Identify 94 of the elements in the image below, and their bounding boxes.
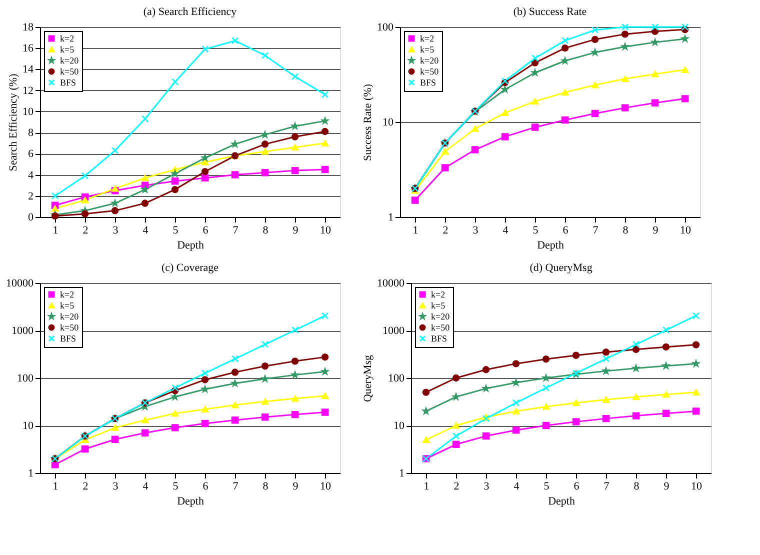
legend-label: k=5	[60, 300, 75, 310]
x-tick-label: 2	[82, 224, 88, 236]
y-tick-label: 4	[28, 169, 34, 182]
x-tick-label: 5	[172, 480, 179, 492]
x-tick-label: 3	[112, 480, 119, 492]
x-tick-label: 9	[652, 224, 659, 236]
legend-label: k=50	[60, 66, 80, 76]
x-tick-label: 3	[472, 224, 479, 236]
x-tick-label: 4	[142, 480, 149, 492]
y-tick-label: 10	[382, 116, 394, 128]
legend-label: k=2	[431, 290, 446, 300]
legend-label: k=2	[60, 290, 74, 300]
x-tick-label: 9	[292, 224, 299, 236]
x-tick-label: 1	[52, 480, 58, 492]
x-tick-label: 8	[634, 480, 640, 492]
x-tick-label: 5	[544, 480, 550, 492]
x-tick-label: 8	[622, 224, 629, 236]
x-tick-label: 9	[664, 480, 670, 492]
legend-label: k=20	[420, 56, 440, 66]
y-tick-label: 10	[22, 420, 34, 432]
y-tick-label: 100	[388, 372, 405, 384]
x-tick-label: 2	[442, 224, 448, 236]
legend-label: BFS	[431, 334, 448, 344]
y-tick-label: 100	[17, 372, 34, 384]
x-tick-label: 4	[514, 480, 520, 492]
x-tick-label: 10	[320, 224, 332, 236]
y-tick-label: 6	[28, 148, 34, 160]
legend-label: BFS	[60, 334, 76, 344]
x-tick-label: 10	[320, 480, 332, 492]
legend-label: k=5	[431, 300, 446, 310]
y-tick-label: 10000	[377, 278, 405, 290]
x-tick-label: 6	[202, 224, 209, 236]
legend-label: k=50	[420, 66, 440, 76]
x-axis-title: Depth	[537, 240, 564, 252]
y-tick-label: 1000	[382, 325, 405, 337]
chart-title: (b) Success Rate	[513, 6, 587, 18]
x-tick-label: 5	[532, 224, 539, 236]
y-tick-label: 16	[22, 42, 34, 55]
y-tick-label: 12	[22, 84, 34, 97]
x-tick-label: 7	[232, 224, 239, 236]
x-tick-label: 2	[454, 480, 460, 492]
x-tick-label: 8	[262, 480, 269, 492]
y-tick-label: 1	[399, 468, 404, 480]
x-tick-label: 6	[562, 224, 569, 236]
legend-label: k=20	[431, 312, 450, 322]
x-tick-label: 7	[604, 480, 610, 492]
y-tick-label: 10	[394, 420, 405, 432]
legend-label: BFS	[60, 78, 76, 88]
legend-label: k=20	[60, 56, 80, 66]
legend-label: k=5	[420, 44, 435, 54]
legend-label: k=2	[420, 34, 434, 44]
x-tick-label: 4	[502, 224, 509, 236]
y-tick-label: 1000	[12, 325, 34, 337]
legend-label: k=50	[60, 322, 80, 332]
x-tick-label: 3	[112, 224, 119, 236]
legend-label: k=20	[60, 312, 80, 322]
y-axis-title: QueryMsg	[362, 354, 374, 402]
legend-label: BFS	[420, 78, 436, 88]
x-tick-label: 2	[82, 480, 88, 492]
x-tick-label: 1	[52, 224, 58, 236]
y-tick-label: 14	[22, 64, 34, 76]
x-tick-label: 10	[691, 480, 702, 492]
x-tick-label: 7	[592, 224, 599, 236]
y-axis-title: Search Efficiency (%)	[8, 73, 20, 172]
y-tick-label: 100	[377, 22, 394, 34]
x-tick-label: 1	[412, 224, 418, 236]
x-tick-label: 6	[202, 480, 209, 492]
legend-label: k=50	[431, 322, 450, 332]
y-tick-label: 0	[28, 212, 34, 224]
x-tick-label: 9	[292, 480, 299, 492]
x-tick-label: 10	[680, 224, 692, 236]
chart-title: (d) QueryMsg	[530, 262, 593, 274]
y-axis-title: Success Rate (%)	[362, 84, 374, 161]
x-tick-label: 5	[172, 224, 179, 236]
y-tick-label: 1	[388, 212, 394, 224]
chart-title: (a) Search Efficiency	[143, 6, 238, 18]
y-tick-label: 10000	[6, 278, 34, 290]
x-axis-title: Depth	[177, 496, 204, 508]
y-tick-label: 18	[22, 22, 34, 34]
x-axis-title: Depth	[177, 240, 204, 252]
x-tick-label: 3	[484, 480, 490, 492]
x-tick-label: 1	[424, 480, 430, 492]
chart-title: (c) Coverage	[161, 262, 219, 274]
x-tick-label: 6	[574, 480, 580, 492]
legend-label: k=2	[60, 34, 74, 44]
y-tick-label: 2	[28, 190, 34, 202]
legend-label: k=5	[60, 44, 75, 54]
x-tick-label: 7	[232, 480, 239, 492]
x-tick-label: 8	[262, 224, 269, 236]
y-tick-label: 10	[22, 106, 34, 118]
y-tick-label: 8	[28, 127, 34, 140]
x-axis-title: Depth	[548, 496, 576, 508]
x-tick-label: 4	[142, 224, 149, 236]
y-tick-label: 1	[28, 468, 34, 480]
